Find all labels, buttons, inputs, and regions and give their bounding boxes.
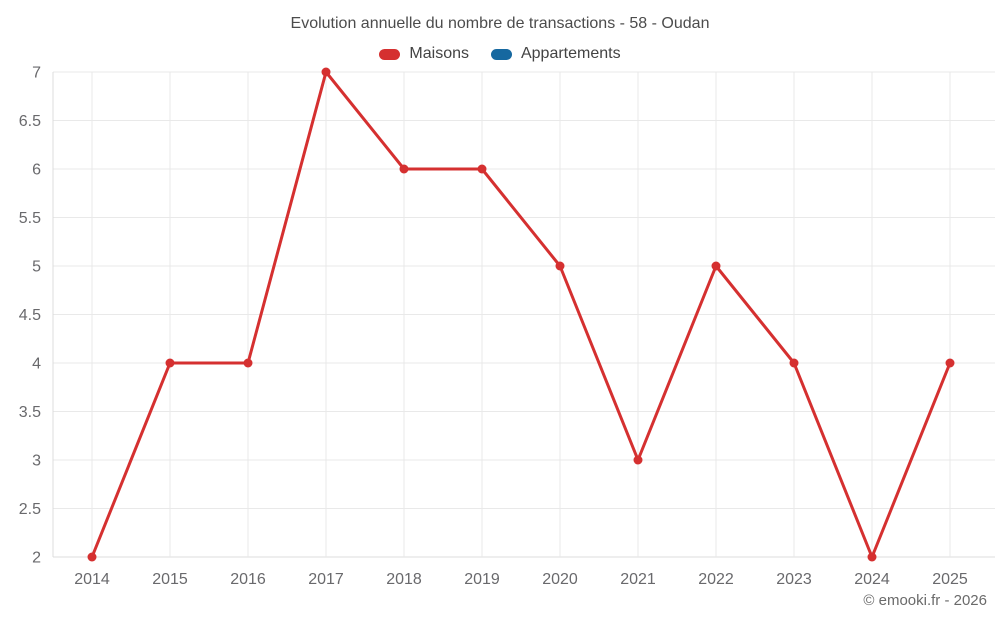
svg-text:2023: 2023 (776, 571, 812, 588)
svg-text:2021: 2021 (620, 571, 656, 588)
svg-text:3: 3 (32, 453, 41, 470)
chart-title: Evolution annuelle du nombre de transact… (290, 15, 710, 32)
svg-text:6: 6 (32, 162, 41, 179)
svg-text:4: 4 (32, 356, 41, 373)
svg-text:7: 7 (32, 65, 41, 82)
svg-text:2019: 2019 (464, 571, 500, 588)
svg-text:6.5: 6.5 (19, 113, 41, 130)
svg-text:2016: 2016 (230, 571, 266, 588)
svg-text:2014: 2014 (74, 571, 110, 588)
svg-text:2018: 2018 (386, 571, 422, 588)
svg-text:2020: 2020 (542, 571, 578, 588)
svg-text:2025: 2025 (932, 571, 968, 588)
legend-item-appartements[interactable]: Appartements (490, 45, 621, 63)
svg-text:2022: 2022 (698, 571, 734, 588)
svg-text:5: 5 (32, 259, 41, 276)
svg-text:2: 2 (32, 550, 41, 567)
legend-item-maisons[interactable]: Maisons (379, 45, 469, 63)
svg-text:2024: 2024 (854, 571, 890, 588)
svg-text:3.5: 3.5 (19, 404, 41, 421)
chart-legend: Maisons Appartements (0, 45, 1000, 63)
svg-text:2.5: 2.5 (19, 501, 41, 518)
maisons-swatch-icon (379, 48, 401, 60)
svg-text:5.5: 5.5 (19, 210, 41, 227)
appartements-swatch-icon (490, 48, 512, 60)
legend-label-appartements: Appartements (520, 45, 621, 62)
legend-label-maisons: Maisons (409, 45, 469, 62)
copyright-text: © emooki.fr - 2026 (863, 592, 987, 609)
svg-text:4.5: 4.5 (19, 307, 41, 324)
svg-text:2015: 2015 (152, 571, 188, 588)
svg-text:2017: 2017 (308, 571, 344, 588)
